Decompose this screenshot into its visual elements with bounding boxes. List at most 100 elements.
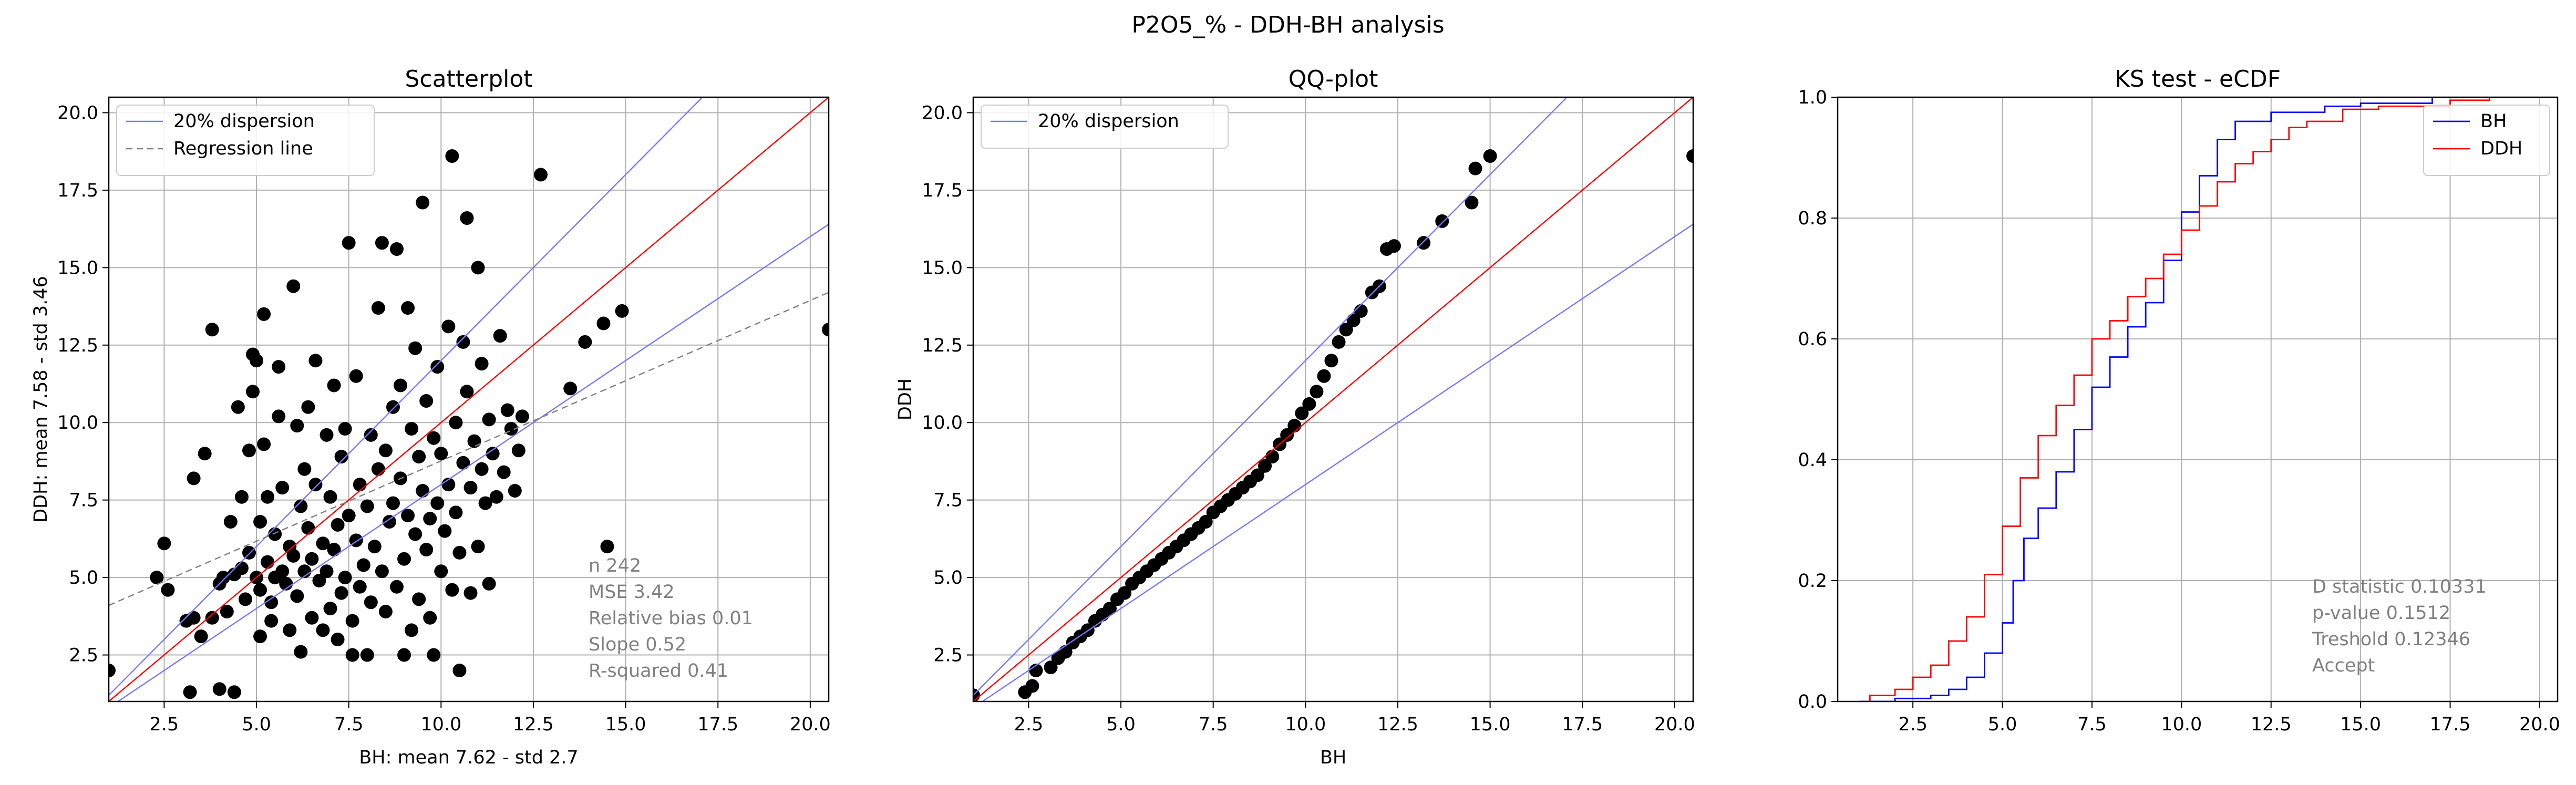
data-point <box>471 261 485 275</box>
y-tick-label: 5.0 <box>933 567 963 588</box>
x-tick-label: 2.5 <box>1014 714 1044 735</box>
data-point <box>1468 161 1482 175</box>
y-tick-label: 7.5 <box>69 490 98 511</box>
data-point <box>397 552 411 566</box>
x-tick-label: 20.0 <box>2519 714 2560 735</box>
data-point <box>615 304 629 318</box>
data-point <box>452 664 467 678</box>
data-point <box>375 236 389 250</box>
data-point <box>390 580 404 594</box>
stats-line: p-value 0.1512 <box>2312 603 2450 624</box>
data-point <box>1280 428 1294 442</box>
data-point <box>353 478 367 492</box>
data-point <box>231 400 245 414</box>
x-tick-label: 5.0 <box>242 714 271 735</box>
chart-title: Scatterplot <box>405 66 532 92</box>
data-point <box>275 481 290 495</box>
data-point <box>290 589 304 603</box>
data-point <box>416 483 430 498</box>
data-point <box>286 279 301 293</box>
data-point <box>397 648 411 662</box>
plot-area <box>1859 97 2558 701</box>
legend-box <box>2423 105 2550 176</box>
ks-ecdf-panel: 2.5 5.0 7.5 10.0 12.5 15.0 17.5 20.0 0.0 0.2 0.4 0.… <box>1798 66 2560 735</box>
legend-box <box>116 105 375 176</box>
stats-line: Treshold 0.12346 <box>2312 629 2470 650</box>
data-point <box>1483 149 1497 163</box>
data-point <box>486 447 500 461</box>
data-point <box>1118 586 1132 600</box>
legend: BH DDH <box>2423 105 2550 176</box>
data-point <box>386 496 400 510</box>
data-point <box>320 564 334 579</box>
data-point <box>405 623 419 637</box>
axes-frame <box>108 96 830 703</box>
data-point <box>463 586 478 600</box>
data-point <box>360 648 374 662</box>
data-point <box>356 558 370 572</box>
data-point <box>423 512 437 526</box>
y-tick-label: 5.0 <box>69 567 98 588</box>
axes-frame <box>972 96 1694 703</box>
data-point <box>294 499 308 513</box>
y-tick-label: 0.2 <box>1798 571 1827 592</box>
data-point <box>342 509 356 523</box>
figure-suptitle: P2O5_% - DDH-BH analysis <box>1131 12 1444 38</box>
data-point <box>275 564 290 579</box>
data-point <box>261 555 275 569</box>
data-point <box>449 505 463 520</box>
data-point <box>316 623 330 637</box>
legend-entry: 20% dispersion <box>1038 111 1179 132</box>
data-point <box>312 574 326 587</box>
x-tick-label: 12.5 <box>2251 714 2292 735</box>
data-point <box>242 545 256 560</box>
data-point <box>390 242 404 256</box>
data-point <box>508 483 522 498</box>
legend: 20% dispersion Regression line <box>116 105 375 176</box>
data-point <box>1265 450 1280 464</box>
data-point <box>1346 313 1361 327</box>
x-tick-label: 12.5 <box>1377 714 1418 735</box>
legend-entry: 20% dispersion <box>173 111 315 132</box>
data-point <box>238 592 252 606</box>
x-tick-label: 10.0 <box>2161 714 2202 735</box>
data-point <box>412 592 426 606</box>
data-point <box>360 499 374 513</box>
stats-line: Slope 0.52 <box>589 634 686 655</box>
data-point <box>405 422 419 436</box>
data-point <box>463 481 478 495</box>
data-point <box>475 462 489 476</box>
data-point <box>434 564 448 579</box>
data-point <box>223 514 238 529</box>
data-point <box>382 514 396 529</box>
data-point <box>416 195 430 210</box>
data-point <box>272 360 286 374</box>
data-point <box>367 540 382 554</box>
data-point <box>493 329 507 343</box>
data-point <box>268 527 282 541</box>
data-point <box>460 385 474 399</box>
x-tick-label: 15.0 <box>2340 714 2381 735</box>
data-point <box>456 456 470 470</box>
stats-line: n 242 <box>589 555 641 576</box>
data-point <box>1287 419 1302 433</box>
data-point <box>386 400 400 414</box>
y-tick-label: 12.5 <box>57 335 98 356</box>
data-point <box>253 514 267 529</box>
y-tick-label: 17.5 <box>922 180 963 201</box>
data-point <box>578 335 592 349</box>
data-point <box>449 416 463 430</box>
data-point <box>316 536 330 551</box>
legend-entry: Regression line <box>173 138 313 159</box>
y-tick-label: 7.5 <box>933 490 963 511</box>
identity-line <box>109 97 829 701</box>
data-point <box>264 614 279 628</box>
data-point <box>375 564 389 579</box>
legend: 20% dispersion <box>981 105 1229 149</box>
data-point <box>342 236 356 250</box>
data-point <box>394 378 408 392</box>
data-point <box>345 614 359 628</box>
dispersion-line <box>117 223 829 701</box>
x-tick-label: 20.0 <box>1654 714 1695 735</box>
data-point <box>408 341 423 355</box>
